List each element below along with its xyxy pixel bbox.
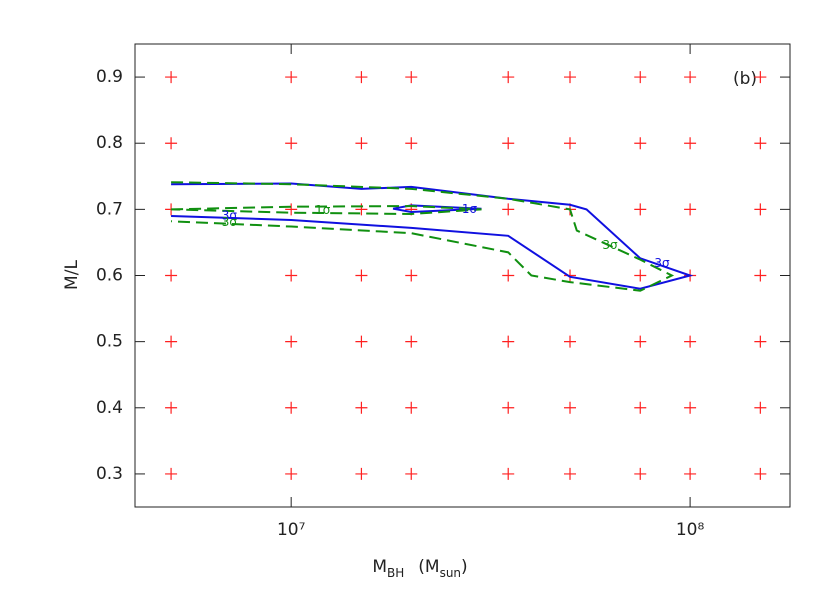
grid-point [405, 401, 418, 414]
grid-point [634, 401, 647, 414]
contour-label: 3σ [654, 256, 670, 270]
grid-point [165, 137, 178, 150]
grid-point [564, 71, 577, 84]
grid-point [165, 71, 178, 84]
contour-line [171, 181, 675, 292]
grid-point [684, 203, 697, 216]
grid-point [285, 335, 298, 348]
x-label-unit: (M [418, 557, 439, 577]
grid-point [634, 71, 647, 84]
grid-point [285, 269, 298, 282]
y-tick-label: 0.3 [96, 464, 123, 484]
grid-point [754, 401, 767, 414]
grid-point [165, 335, 178, 348]
grid-point [285, 203, 298, 216]
panel-label: (b) [733, 69, 757, 89]
grid-point [564, 401, 577, 414]
grid-point [285, 71, 298, 84]
grid-point [564, 269, 577, 282]
grid-point [754, 269, 767, 282]
x-label-sub: BH [387, 566, 404, 580]
grid-point [355, 71, 368, 84]
contour-line [171, 205, 482, 215]
grid-point [564, 335, 577, 348]
grid-point [285, 467, 298, 480]
y-tick-label: 0.6 [96, 266, 123, 286]
y-axis-label: M/L [62, 260, 82, 290]
grid-point [634, 335, 647, 348]
grid-point [754, 335, 767, 348]
grid-point [634, 467, 647, 480]
grid-point [564, 467, 577, 480]
y-tick-label: 0.9 [96, 67, 123, 87]
grid-point [285, 401, 298, 414]
grid-point [502, 335, 515, 348]
grid-point [405, 269, 418, 282]
contour-label: 1σ [462, 202, 478, 216]
contour-label: 3σ [602, 238, 618, 252]
grid-point [405, 137, 418, 150]
y-tick-label: 0.8 [96, 133, 123, 153]
grid-point [502, 467, 515, 480]
grid-point [502, 269, 515, 282]
grid-point [355, 269, 368, 282]
grid-point [754, 203, 767, 216]
x-axis-label: MBH (Msun) [372, 557, 467, 580]
grid-point [405, 335, 418, 348]
y-tick-label: 0.4 [96, 398, 123, 418]
grid-point [564, 137, 577, 150]
grid-point [684, 401, 697, 414]
grid-point [634, 203, 647, 216]
grid-point [684, 71, 697, 84]
grid-point [684, 335, 697, 348]
grid-point [285, 137, 298, 150]
grid-point [355, 335, 368, 348]
x-tick-label: 10⁷ [277, 520, 306, 540]
grid-point [754, 467, 767, 480]
grid-point [634, 137, 647, 150]
grid-point [165, 269, 178, 282]
grid-point [355, 467, 368, 480]
x-label-main: M [372, 557, 387, 577]
contour-label: 3σ [222, 215, 238, 229]
grid-point [165, 401, 178, 414]
grid-point [502, 137, 515, 150]
grid-point [754, 71, 767, 84]
y-tick-label: 0.7 [96, 199, 123, 219]
x-tick-label: 10⁸ [676, 520, 705, 540]
grid-point [502, 401, 515, 414]
grid-point [405, 467, 418, 480]
grid-point [355, 137, 368, 150]
grid-point [502, 203, 515, 216]
contour-label: 1σ [315, 203, 331, 217]
grid-point [405, 71, 418, 84]
grid-point [754, 137, 767, 150]
grid-point [684, 467, 697, 480]
grid-point [355, 401, 368, 414]
grid-point [502, 71, 515, 84]
x-label-unit-sub: sun [440, 566, 461, 580]
y-tick-label: 0.5 [96, 332, 123, 352]
grid-point [634, 269, 647, 282]
x-label-close: ) [461, 557, 468, 577]
grid-point [684, 137, 697, 150]
contour-label: 3σ [222, 208, 238, 222]
grid-point [165, 467, 178, 480]
